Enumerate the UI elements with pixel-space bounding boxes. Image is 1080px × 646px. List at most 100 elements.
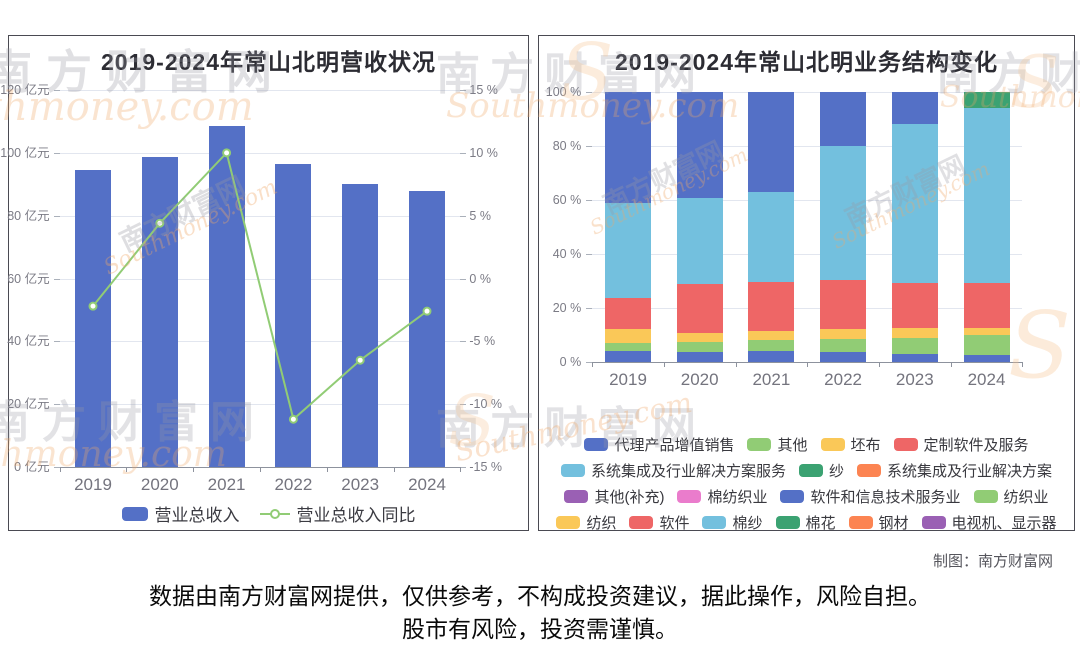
structure-bar-2024-seg-2[interactable] xyxy=(963,327,1010,336)
legend-swatch xyxy=(584,438,609,451)
structure-bar-2022-seg-4[interactable] xyxy=(820,146,867,280)
structure-bar-2023-seg-4[interactable] xyxy=(891,123,938,283)
y-axis-left-label: 60 亿元 xyxy=(7,271,50,286)
structure-bar-2019-seg-5[interactable] xyxy=(605,92,651,204)
legend-item-13[interactable]: 棉纱 xyxy=(702,512,763,533)
revenue-bar-2023[interactable] xyxy=(342,183,379,467)
y-axis-tick xyxy=(53,404,60,406)
structure-bar-2019-seg-2[interactable] xyxy=(605,328,651,344)
legend-item-revenue[interactable]: 营业总收入 xyxy=(121,501,240,526)
legend-item-3[interactable]: 定制软件及服务 xyxy=(893,434,1029,455)
revenue-chart-plot: 0 亿元 20 亿元 40 亿元 60 亿元 80 亿元 100 亿元 120 亿元 -15 … xyxy=(0,36,528,530)
legend-item-9[interactable]: 软件和信息技术服务业 xyxy=(780,486,961,507)
structure-bar-2023-seg-0[interactable] xyxy=(891,354,938,362)
gridline xyxy=(59,90,461,92)
structure-bar-2024-seg-4[interactable] xyxy=(963,108,1010,284)
structure-bar-2020-seg-0[interactable] xyxy=(676,352,723,362)
y-axis-tick xyxy=(53,278,60,280)
structure-bar-2020-seg-5[interactable] xyxy=(676,92,723,198)
y-axis-label: 60 % xyxy=(552,193,582,207)
legend-item-0[interactable]: 代理产品增值销售 xyxy=(584,434,734,455)
y-axis-tick xyxy=(586,92,593,93)
structure-bar-2024-seg-1[interactable] xyxy=(963,335,1010,355)
disclaimer: 数据由南方财富网提供，仅供参考，不构成投资建议，据此操作，风险自担。 股市有风险… xyxy=(0,580,1080,646)
structure-bar-2021-seg-0[interactable] xyxy=(748,350,795,362)
structure-bar-2023-seg-5[interactable] xyxy=(891,92,938,124)
revenue-bar-2021[interactable] xyxy=(208,125,245,467)
legend-swatch xyxy=(798,464,823,477)
x-axis-tick xyxy=(807,362,809,367)
structure-bar-2023-seg-3[interactable] xyxy=(891,282,938,328)
legend-item-5[interactable]: 纱 xyxy=(798,460,844,481)
gridline xyxy=(59,152,461,154)
structure-bar-2022-seg-1[interactable] xyxy=(820,339,867,352)
structure-bar-2021-seg-1[interactable] xyxy=(748,340,795,351)
revenue-bar-2022[interactable] xyxy=(275,164,312,467)
x-axis-line xyxy=(592,362,1023,363)
structure-bar-2019-seg-4[interactable] xyxy=(605,203,651,298)
y-axis-tick xyxy=(586,200,593,201)
legend-item-10[interactable]: 纺织业 xyxy=(973,486,1049,507)
structure-bar-2021-seg-4[interactable] xyxy=(748,191,795,282)
legend-item-2[interactable]: 坯布 xyxy=(820,434,881,455)
legend-item-7[interactable]: 其他(补充) xyxy=(564,486,664,507)
disclaimer-line-2: 股市有风险，投资需谨慎。 xyxy=(402,616,678,642)
y-axis-tick xyxy=(460,278,467,280)
structure-bar-2022-seg-0[interactable] xyxy=(820,352,867,362)
x-axis-label: 2020 xyxy=(140,475,179,494)
structure-bar-2022-seg-2[interactable] xyxy=(820,329,867,340)
legend-item-12[interactable]: 软件 xyxy=(629,512,689,533)
structure-legend-row-1: 代理产品增值销售 其他 坯布 定制软件及服务 xyxy=(539,434,1074,455)
revenue-bar-2019[interactable] xyxy=(75,170,111,467)
structure-bar-2021-seg-3[interactable] xyxy=(748,281,795,332)
y-axis-tick xyxy=(586,254,593,255)
legend-item-8[interactable]: 棉纺织业 xyxy=(677,486,767,507)
legend-item-15[interactable]: 钢材 xyxy=(848,512,909,533)
y-axis-tick xyxy=(460,152,467,154)
y-axis-tick xyxy=(460,90,467,92)
gridline xyxy=(592,308,1023,309)
x-axis-tick xyxy=(1022,362,1024,367)
legend-item-11[interactable]: 纺织 xyxy=(556,512,616,533)
structure-bar-2019-seg-0[interactable] xyxy=(605,351,651,362)
structure-bar-2021-seg-5[interactable] xyxy=(748,92,795,192)
structure-bar-2021-seg-2[interactable] xyxy=(748,331,795,341)
legend-label: 其他(补充) xyxy=(594,489,665,506)
y-axis-label: 80 % xyxy=(552,139,582,153)
legend-item-4[interactable]: 系统集成及行业解决方案服务 xyxy=(560,460,786,481)
legend-item-6[interactable]: 系统集成及行业解决方案 xyxy=(857,460,1052,481)
legend-item-1[interactable]: 其他 xyxy=(747,434,808,455)
y-axis-tick xyxy=(460,341,467,343)
structure-bar-2022-seg-3[interactable] xyxy=(820,279,867,330)
revenue-bar-2020[interactable] xyxy=(141,156,178,467)
structure-bar-2020-seg-1[interactable] xyxy=(676,341,723,353)
legend-label: 坯布 xyxy=(850,437,881,454)
structure-bar-2024-seg-5[interactable] xyxy=(963,92,1010,109)
structure-bar-2023-seg-1[interactable] xyxy=(891,337,938,355)
revenue-chart-panel: 2019-2024年常山北明营收状况 0 亿元 20 亿元 40 亿元 60 亿元 80… xyxy=(0,35,529,531)
structure-bar-2020-seg-3[interactable] xyxy=(676,284,723,334)
legend-item-yoy[interactable]: 营业总收入同比 xyxy=(259,501,416,526)
legend-swatch xyxy=(629,516,654,529)
structure-bar-2019-seg-3[interactable] xyxy=(605,297,651,329)
x-axis-tick xyxy=(950,362,952,367)
structure-bar-2023-seg-2[interactable] xyxy=(891,327,938,338)
legend-label: 棉纺织业 xyxy=(707,489,768,506)
legend-swatch xyxy=(893,438,918,451)
legend-item-14[interactable]: 棉花 xyxy=(775,512,836,533)
legend-label: 纱 xyxy=(828,463,844,480)
legend-swatch xyxy=(780,490,805,503)
y-axis-right-label: 5 % xyxy=(469,208,491,223)
structure-bar-2024-seg-3[interactable] xyxy=(963,283,1010,328)
structure-bar-2022-seg-5[interactable] xyxy=(820,92,867,146)
revenue-bar-2024[interactable] xyxy=(409,190,445,467)
legend-swatch xyxy=(702,516,727,529)
structure-bar-2019-seg-1[interactable] xyxy=(605,343,651,352)
x-axis-tick xyxy=(393,467,395,472)
structure-bar-2020-seg-2[interactable] xyxy=(676,333,723,342)
gridline xyxy=(592,92,1023,93)
structure-bar-2020-seg-4[interactable] xyxy=(676,197,723,285)
legend-item-16[interactable]: 电视机、显示器 xyxy=(921,512,1057,533)
structure-bar-2024-seg-0[interactable] xyxy=(963,354,1010,362)
